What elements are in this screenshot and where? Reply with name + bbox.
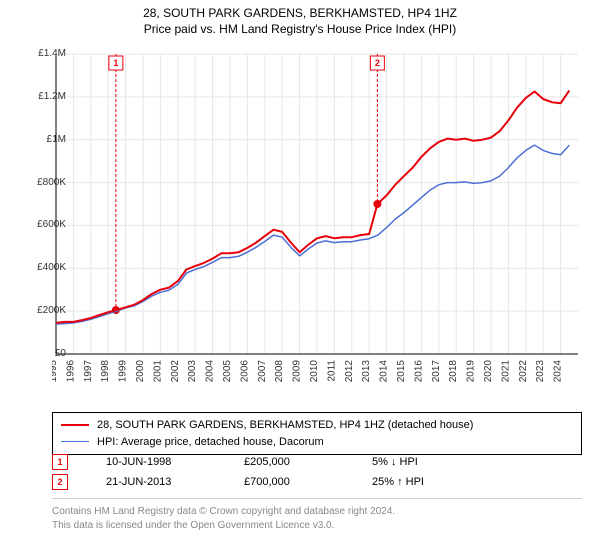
x-tick-label: 2018 [448, 360, 459, 383]
marker-date-1: 10-JUN-1998 [106, 456, 206, 468]
x-tick-label: 2009 [292, 360, 303, 383]
title-block: 28, SOUTH PARK GARDENS, BERKHAMSTED, HP4… [0, 0, 600, 37]
y-tick-label: £1.4M [38, 48, 66, 59]
x-tick-label: 2006 [239, 360, 250, 383]
marker-pct-1: 5% ↓ HPI [372, 456, 472, 468]
arrow-up-icon: ↑ [397, 476, 403, 488]
y-tick-label: £800K [37, 177, 66, 188]
chart-marker-badge: 2 [375, 58, 380, 68]
x-tick-label: 2001 [152, 360, 163, 383]
marker-price-1: £205,000 [244, 456, 334, 468]
footer-line2: This data is licensed under the Open Gov… [52, 519, 582, 533]
arrow-down-icon: ↓ [391, 456, 397, 468]
footer-line1: Contains HM Land Registry data © Crown c… [52, 505, 582, 519]
x-tick-label: 2021 [500, 360, 511, 383]
x-tick-label: 2003 [187, 360, 198, 383]
x-tick-label: 1997 [83, 360, 94, 383]
x-tick-label: 2014 [379, 360, 390, 383]
footer: Contains HM Land Registry data © Crown c… [52, 498, 582, 533]
marker-date-2: 21-JUN-2013 [106, 476, 206, 488]
chart-container: 28, SOUTH PARK GARDENS, BERKHAMSTED, HP4… [0, 0, 600, 560]
legend-label-series2: HPI: Average price, detached house, Daco… [97, 434, 324, 451]
x-tick-label: 2000 [135, 360, 146, 383]
marker-row-2: 2 21-JUN-2013 £700,000 25% ↑ HPI [52, 472, 582, 492]
legend-row-series1: 28, SOUTH PARK GARDENS, BERKHAMSTED, HP4… [61, 417, 573, 434]
x-tick-label: 2012 [344, 360, 355, 383]
y-tick-label: £1M [47, 134, 66, 145]
x-tick-label: 2017 [431, 360, 442, 383]
x-tick-label: 2007 [257, 360, 268, 383]
marker-price-2: £700,000 [244, 476, 334, 488]
marker-row-1: 1 10-JUN-1998 £205,000 5% ↓ HPI [52, 452, 582, 472]
chart-area: 1995 1996 1997 1998 1999 2000 2001 2002 2003 2004… [52, 48, 582, 398]
x-tick-label: 1999 [118, 360, 129, 383]
x-tick-label: 2005 [222, 360, 233, 383]
y-tick-label: £600K [37, 219, 66, 230]
title-line1: 28, SOUTH PARK GARDENS, BERKHAMSTED, HP4… [0, 6, 600, 22]
y-tick-label: £400K [37, 262, 66, 273]
x-tick-label: 2010 [309, 360, 320, 383]
x-tick-label: 2011 [326, 360, 337, 382]
x-tick-label: 2019 [466, 360, 477, 383]
x-tick-label: 1996 [65, 360, 76, 383]
legend-swatch-series1 [61, 424, 89, 426]
x-tick-label: 2023 [535, 360, 546, 383]
markers-table: 1 10-JUN-1998 £205,000 5% ↓ HPI 2 21-JUN… [52, 452, 582, 492]
y-tick-label: £0 [55, 348, 66, 359]
x-tick-label: 2016 [413, 360, 424, 383]
x-tick-label: 2008 [274, 360, 285, 383]
x-tick-label: 1998 [100, 360, 111, 383]
y-tick-label: £1.2M [38, 91, 66, 102]
x-tick-label: 2015 [396, 360, 407, 383]
marker-badge-2: 2 [52, 474, 68, 490]
x-tick-label: 1995 [52, 360, 59, 383]
series-line [56, 145, 569, 324]
legend-label-series1: 28, SOUTH PARK GARDENS, BERKHAMSTED, HP4… [97, 417, 473, 434]
legend-box: 28, SOUTH PARK GARDENS, BERKHAMSTED, HP4… [52, 412, 582, 455]
chart-marker-badge: 1 [113, 58, 118, 68]
legend-swatch-series2 [61, 441, 89, 442]
x-tick-label: 2020 [483, 360, 494, 383]
x-tick-label: 2004 [205, 360, 216, 383]
marker-badge-1: 1 [52, 454, 68, 470]
x-tick-label: 2024 [553, 360, 564, 383]
y-tick-label: £200K [37, 305, 66, 316]
legend-row-series2: HPI: Average price, detached house, Daco… [61, 434, 573, 451]
x-tick-label: 2022 [518, 360, 529, 383]
title-line2: Price paid vs. HM Land Registry's House … [0, 22, 600, 38]
x-tick-label: 2002 [170, 360, 181, 383]
chart-svg: 1995 1996 1997 1998 1999 2000 2001 2002 2003 2004… [52, 48, 582, 398]
series-line [56, 90, 569, 323]
marker-pct-2: 25% ↑ HPI [372, 476, 472, 488]
x-tick-label: 2013 [361, 360, 372, 383]
